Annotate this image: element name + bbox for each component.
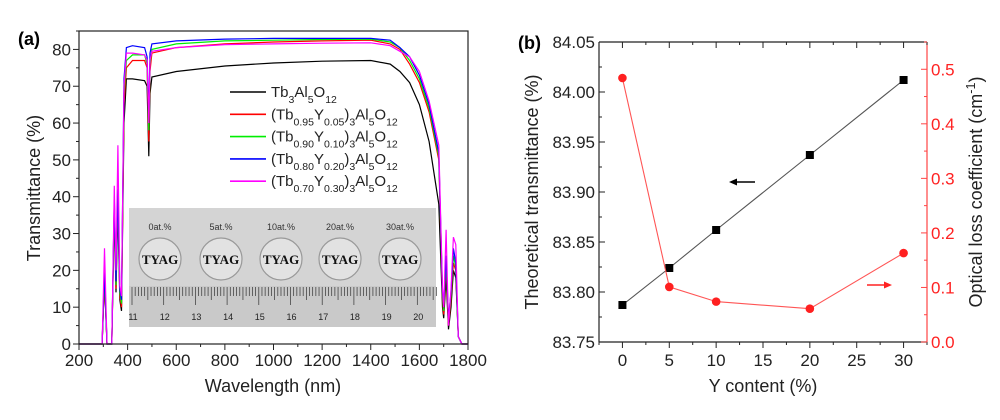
x-tick-label: 1800	[449, 351, 487, 370]
sample-label: 5at.%	[209, 222, 232, 232]
left-axis-arrow-head-icon	[729, 178, 737, 186]
panel-a-plot: 0at.% TYAG 5at.% TYAG 10at.% TYAG 20at.% TYAG 30…	[52, 30, 487, 370]
x-axis-title-a: Wavelength (nm)	[205, 376, 341, 396]
y-left-tick-label: 83.75	[552, 333, 595, 352]
x-tick-label: 1200	[303, 351, 341, 370]
ruler-label: 16	[286, 312, 296, 322]
sample-label: 0at.%	[148, 222, 171, 232]
x-tick-label: 1600	[400, 351, 438, 370]
data-point-circle	[899, 248, 908, 258]
data-point-circle	[664, 282, 674, 292]
y-right-tick-label: 0.0	[931, 333, 955, 352]
y-axis-title-a: Transmittance (%)	[24, 115, 44, 261]
y-right-tick-label: 0.2	[931, 224, 955, 243]
x-tick-label: 25	[847, 351, 866, 370]
y-tick-label: 10	[52, 298, 71, 317]
panel-label-b: (b)	[518, 33, 541, 53]
ceramic-disk	[199, 237, 243, 281]
legend-entry: Tb3Al5O12	[271, 84, 337, 106]
y-tick-label: 40	[52, 188, 71, 207]
legend-entry: (Tb0.70Y0.30)3Al5O12	[271, 173, 398, 195]
inset-photo: 0at.% TYAG 5at.% TYAG 10at.% TYAG 20at.% TYAG 30…	[128, 208, 437, 327]
right-axis-arrow-head-icon	[884, 281, 892, 289]
panel-b-plot: 0 5 10 15 20 25 30 83.75 83.80 83.85 83.90 83.95 84.…	[552, 33, 986, 370]
ruler-label: 12	[160, 312, 170, 322]
ceramic-disk	[259, 237, 303, 281]
x-tick-label: 10	[707, 351, 726, 370]
x-tick-label: 400	[113, 351, 141, 370]
y-axis-title-b-left: Theoretical transmittance (%)	[522, 74, 542, 309]
data-point-circle	[711, 297, 721, 306]
legend-entry: (Tb0.80Y0.20)3Al5O12	[271, 151, 398, 173]
x-tick-label: 600	[162, 351, 190, 370]
x-tick-label: 800	[211, 351, 239, 370]
disk-text: TYAG	[142, 252, 178, 267]
y-left-tick-label: 83.95	[552, 133, 595, 152]
series-line-right	[621, 77, 904, 310]
x-tick-label: 0	[618, 351, 627, 370]
sample-label: 30at.%	[386, 222, 414, 232]
y-right-tick-label: 0.4	[931, 115, 955, 134]
y-tick-label: 0	[62, 335, 71, 354]
data-point-square	[618, 301, 627, 309]
y-left-tick-label: 83.90	[552, 183, 595, 202]
y-tick-label: 20	[52, 261, 71, 280]
x-tick-label: 20	[800, 351, 819, 370]
y-tick-label: 80	[52, 40, 71, 59]
legend-entry: (Tb0.95Y0.05)3Al5O12	[271, 106, 398, 128]
data-point-square	[712, 226, 721, 234]
y-axis-title-b-right: Optical loss coefficient (cm-1)	[964, 77, 986, 308]
x-tick-label: 1400	[352, 351, 390, 370]
y-right-tick-label: 0.1	[931, 278, 955, 297]
disk-text: TYAG	[322, 252, 358, 267]
ruler-label: 11	[128, 312, 137, 322]
ruler-label: 18	[350, 312, 360, 322]
data-point-circle	[618, 73, 627, 83]
x-axis-title-b: Y content (%)	[709, 376, 818, 396]
series-line-left	[622, 79, 904, 306]
ruler	[129, 286, 436, 327]
y-tick-label: 70	[52, 77, 71, 96]
y-left-tick-label: 84.05	[552, 33, 595, 52]
data-point-circle	[805, 304, 815, 314]
disk-text: TYAG	[263, 252, 299, 267]
x-tick-label: 5	[665, 351, 674, 370]
x-tick-label: 1000	[255, 351, 293, 370]
panel-label-a: (a)	[18, 29, 40, 49]
data-point-square	[805, 151, 814, 159]
y-tick-label: 50	[52, 151, 71, 170]
series-line-4	[79, 42, 468, 345]
ruler-label: 20	[413, 312, 423, 322]
ceramic-disk	[318, 237, 362, 281]
ceramic-disk	[138, 237, 182, 281]
ceramic-disk	[378, 237, 422, 281]
y-right-tick-label: 0.5	[931, 60, 955, 79]
disk-text: TYAG	[203, 252, 239, 267]
ruler-label: 13	[191, 312, 201, 322]
y-tick-label: 30	[52, 225, 71, 244]
x-tick-label: 30	[894, 351, 913, 370]
y-left-tick-label: 83.85	[552, 233, 595, 252]
sample-label: 10at.%	[267, 222, 295, 232]
y-left-tick-label: 84.00	[552, 83, 595, 102]
y-left-tick-label: 83.80	[552, 283, 595, 302]
ruler-label: 15	[255, 312, 265, 322]
y-tick-label: 60	[52, 114, 71, 133]
legend-entry: (Tb0.90Y0.10)3Al5O12	[271, 129, 398, 151]
ruler-label: 14	[223, 312, 233, 322]
x-tick-label: 15	[754, 351, 773, 370]
sample-label: 20at.%	[326, 222, 354, 232]
x-tick-label: 200	[65, 351, 93, 370]
disk-text: TYAG	[382, 252, 418, 267]
data-point-square	[899, 76, 908, 84]
ruler-label: 17	[318, 312, 328, 322]
ruler-label: 19	[382, 312, 392, 322]
y-right-tick-label: 0.3	[931, 169, 955, 188]
data-point-square	[665, 264, 674, 272]
